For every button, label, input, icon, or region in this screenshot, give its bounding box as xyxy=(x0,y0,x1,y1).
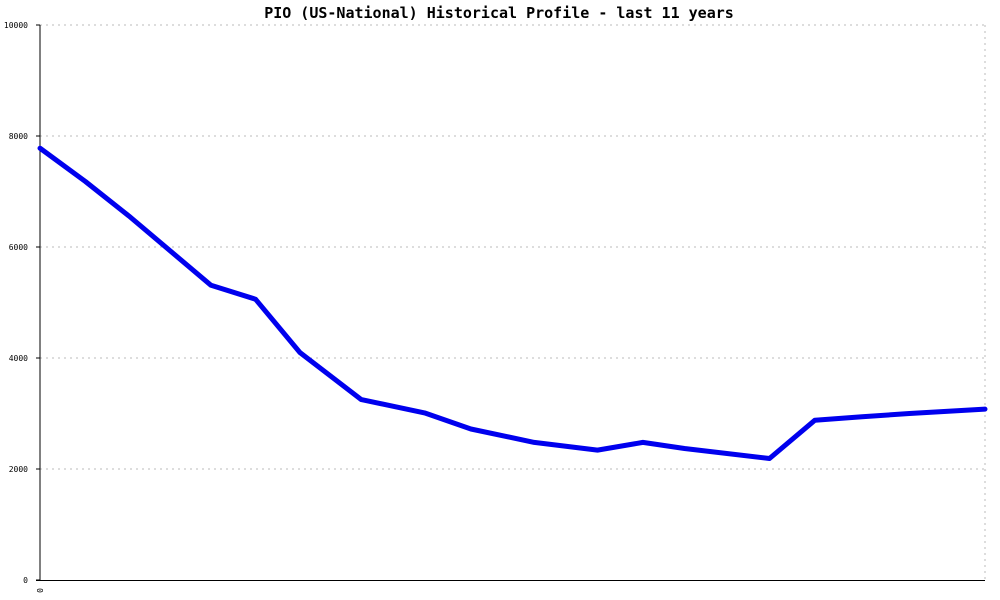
axis-layer xyxy=(36,24,985,581)
series-line xyxy=(37,145,988,461)
y-tick-label: 2000 xyxy=(9,465,28,474)
chart-title: PIO (US-National) Historical Profile - l… xyxy=(264,4,734,22)
y-tick-label: 6000 xyxy=(9,243,28,252)
series-layer xyxy=(37,145,988,461)
y-tick-label: 10000 xyxy=(4,21,28,30)
y-tick-label: 4000 xyxy=(9,354,28,363)
x-tick-labels: 0 xyxy=(36,588,45,593)
grid-layer xyxy=(40,24,986,580)
y-tick-label: 8000 xyxy=(9,132,28,141)
x-tick-label: 0 xyxy=(36,588,45,593)
y-tick-label: 0 xyxy=(23,576,28,585)
y-tick-labels: 0 2000 4000 6000 8000 10000 xyxy=(4,21,28,585)
